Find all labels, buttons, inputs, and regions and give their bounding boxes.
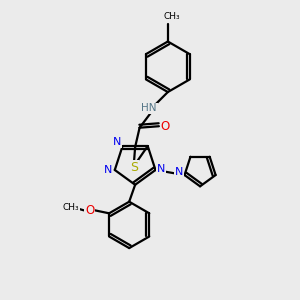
Text: S: S <box>130 161 138 174</box>
Text: N: N <box>113 137 122 148</box>
Text: N: N <box>157 164 165 173</box>
Text: O: O <box>85 204 94 217</box>
Text: O: O <box>161 120 170 133</box>
Text: N: N <box>174 167 183 177</box>
Text: HN: HN <box>141 103 157 113</box>
Text: CH₃: CH₃ <box>62 203 79 212</box>
Text: CH₃: CH₃ <box>164 12 181 21</box>
Text: N: N <box>104 165 112 175</box>
